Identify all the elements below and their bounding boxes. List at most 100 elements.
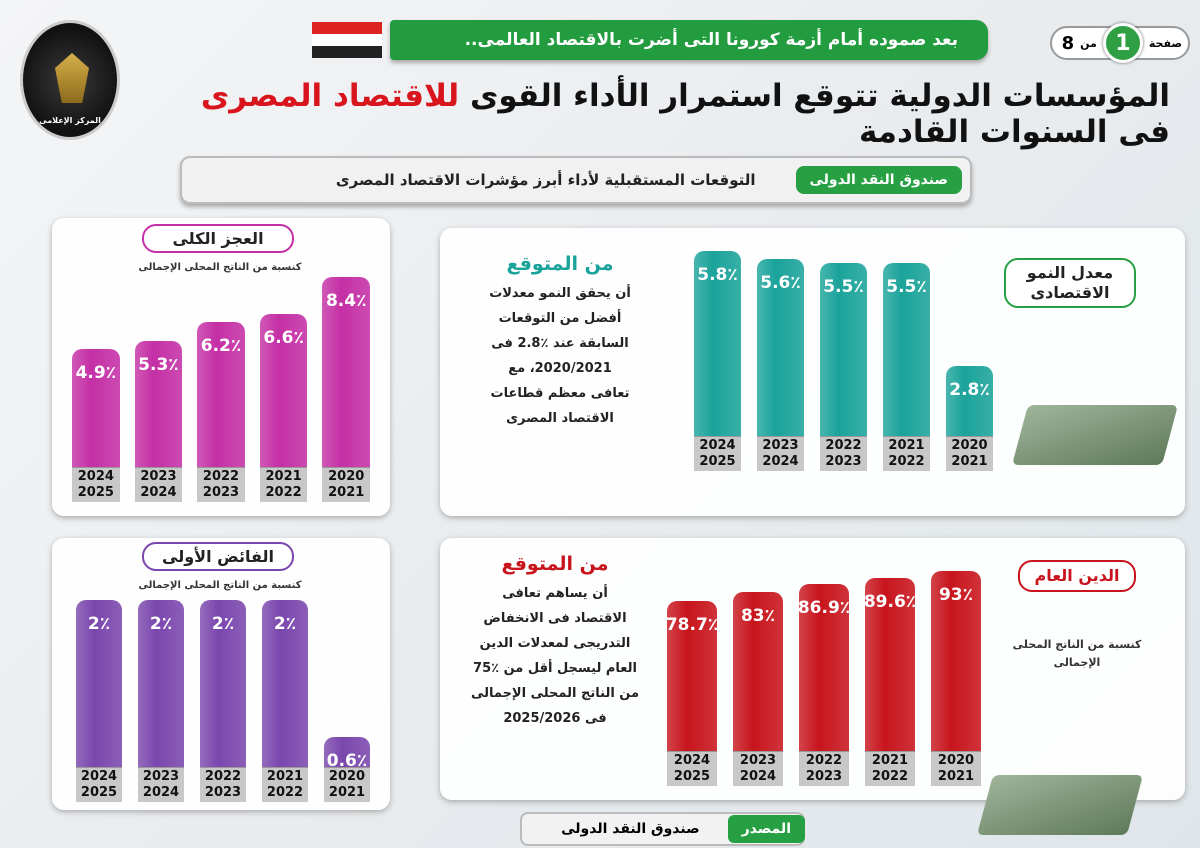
bar: 8.4٪ [322, 277, 370, 467]
bar: 93٪ [931, 571, 981, 751]
source-tag: صندوق النقد الدولى [795, 166, 962, 194]
bar: 5.8٪ [694, 251, 741, 436]
bar-column: 89.6٪ 2021 2022 [863, 560, 917, 786]
description-line: الاقتصاد فى الانخفاض [483, 611, 627, 626]
debt-pill: الدين العام [1018, 560, 1136, 592]
deficit-chart: 8.4٪ 2020 2021 6.6٪ 2021 2022 6.2٪ 2022 2023 5… [72, 268, 370, 502]
bar: 5.5٪ [883, 262, 930, 436]
description-line: تعافى معظم قطاعات [490, 386, 630, 401]
money-stack-icon [976, 775, 1144, 835]
description-line: السابقة عند ٪2.8 فى [491, 336, 629, 351]
category-label: 2024 2025 [72, 467, 120, 502]
bar: 2٪ [76, 600, 122, 767]
bar-column: 5.8٪ 2024 2025 [694, 245, 741, 471]
page-label: صفحة [1148, 36, 1182, 50]
category-label: 2021 2022 [262, 767, 308, 802]
description-line: فى 2025/2026 [503, 711, 607, 726]
category-label: 2021 2022 [259, 467, 308, 502]
page-of: من [1080, 36, 1097, 50]
description-line: من الناتج المحلى الإجمالى [470, 686, 640, 701]
debt-description: من المتوقع أن يساهم تعافى الاقتصاد فى الا… [450, 552, 660, 731]
data-label: 2٪ [211, 614, 235, 634]
data-label: 4.9٪ [75, 363, 117, 383]
cabinet-logo: المركز الإعلامى [20, 20, 120, 140]
description-line: الاقتصاد المصرى [506, 411, 614, 426]
bar: 0.6٪ [324, 737, 370, 771]
top-banner: بعد صموده أمام أزمة كورونا التى أضرت بال… [390, 20, 988, 60]
current-page: 1 [1102, 23, 1143, 63]
bar-column: 6.2٪ 2022 2023 [197, 268, 245, 502]
source-bar: المصدر صندوق النقد الدولى [520, 812, 805, 846]
data-label: 6.6٪ [263, 328, 304, 349]
category-label: 2023 2024 [134, 467, 183, 502]
bar: 2٪ [262, 600, 308, 767]
description-line: أن يساهم تعافى [502, 586, 608, 601]
category-label: 2022 2023 [799, 751, 849, 786]
category-label: 2020 2021 [946, 436, 993, 471]
bar-column: 6.6٪ 2021 2022 [259, 268, 308, 502]
data-label: 78.7٪ [665, 615, 719, 635]
subtitle-bar: صندوق النقد الدولى التوقعات المستقبلية ل… [180, 156, 972, 204]
eagle-emblem-icon [55, 53, 89, 103]
surplus-chart: 0.6٪ 2020 2021 2٪ 2021 2022 2٪ 2022 2023 2٪ 202… [72, 600, 370, 802]
title-part: فى السنوات القادمة [858, 114, 1171, 150]
description-line: أفضل من التوقعات [498, 311, 622, 326]
bar: 83٪ [733, 591, 783, 751]
data-label: 2.8٪ [949, 380, 990, 400]
surplus-pill: الفائض الأولى [142, 542, 294, 571]
data-label: 2٪ [87, 614, 111, 634]
data-label: 5.5٪ [823, 276, 864, 297]
bar-column: 4.9٪ 2024 2025 [72, 268, 120, 502]
surplus-note: كنسبة من الناتج المحلى الإجمالى [138, 580, 302, 591]
bar: 2٪ [200, 600, 246, 767]
bar: 86.9٪ [798, 583, 850, 751]
data-label: 83٪ [740, 605, 776, 626]
category-label: 2023 2024 [138, 767, 184, 802]
debt-heading: من المتوقع [501, 553, 609, 575]
page-indicator: صفحة 1 من 8 [1050, 23, 1190, 63]
money-stack-icon [1011, 405, 1179, 465]
data-label: 5.5٪ [886, 276, 927, 297]
bar: 6.2٪ [197, 322, 245, 467]
bar-column: 2٪ 2024 2025 [76, 600, 122, 802]
data-label: 8.4٪ [325, 291, 367, 311]
growth-pill: معدل النمو الاقتصادى [1004, 258, 1136, 308]
source-value: صندوق النقد الدولى [561, 821, 700, 837]
data-label: 5.6٪ [760, 272, 801, 293]
category-label: 2020 2021 [931, 751, 981, 786]
bar: 78.7٪ [665, 601, 719, 751]
bar: 89.6٪ [863, 578, 917, 751]
bar-column: 8.4٪ 2020 2021 [322, 268, 370, 502]
description-line: التدريجى لمعدلات الدين [479, 636, 631, 651]
data-label: 89.6٪ [863, 592, 917, 613]
bar: 4.9٪ [72, 349, 120, 467]
growth-heading: من المتوقع [506, 253, 614, 275]
bar: 2.8٪ [946, 366, 993, 436]
category-label: 2023 2024 [733, 751, 783, 786]
bar: 5.3٪ [134, 340, 183, 467]
category-label: 2021 2022 [883, 436, 930, 471]
total-pages: 8 [1061, 32, 1075, 54]
bar-column: 83٪ 2023 2024 [733, 560, 783, 786]
debt-chart: 93٪ 2020 2021 89.6٪ 2021 2022 86.9٪ 2022 2023… [665, 560, 981, 786]
bar-column: 93٪ 2020 2021 [931, 560, 981, 786]
title-part: المؤسسات الدولية تتوقع استمرار الأداء ال… [459, 78, 1171, 114]
bar-column: 2٪ 2022 2023 [200, 600, 246, 802]
egypt-flag-icon [312, 22, 382, 58]
bar-column: 2٪ 2023 2024 [138, 600, 184, 802]
bar-column: 86.9٪ 2022 2023 [798, 560, 850, 786]
category-label: 2020 2021 [324, 767, 370, 802]
category-label: 2023 2024 [757, 436, 804, 471]
bar: 6.6٪ [259, 314, 308, 467]
page-title: المؤسسات الدولية تتوقع استمرار الأداء ال… [140, 78, 1171, 150]
title-highlight: للاقتصاد المصرى [200, 78, 460, 114]
deficit-pill: العجز الكلى [142, 224, 294, 253]
data-label: 5.3٪ [138, 354, 179, 375]
bar-column: 2٪ 2021 2022 [262, 600, 308, 802]
data-label: 2٪ [149, 614, 173, 634]
bar-column: 5.3٪ 2023 2024 [134, 268, 183, 502]
bar-column: 0.6٪ 2020 2021 [324, 600, 370, 802]
category-label: 2021 2022 [865, 751, 915, 786]
data-label: 2٪ [273, 614, 297, 634]
category-label: 2020 2021 [322, 467, 370, 502]
